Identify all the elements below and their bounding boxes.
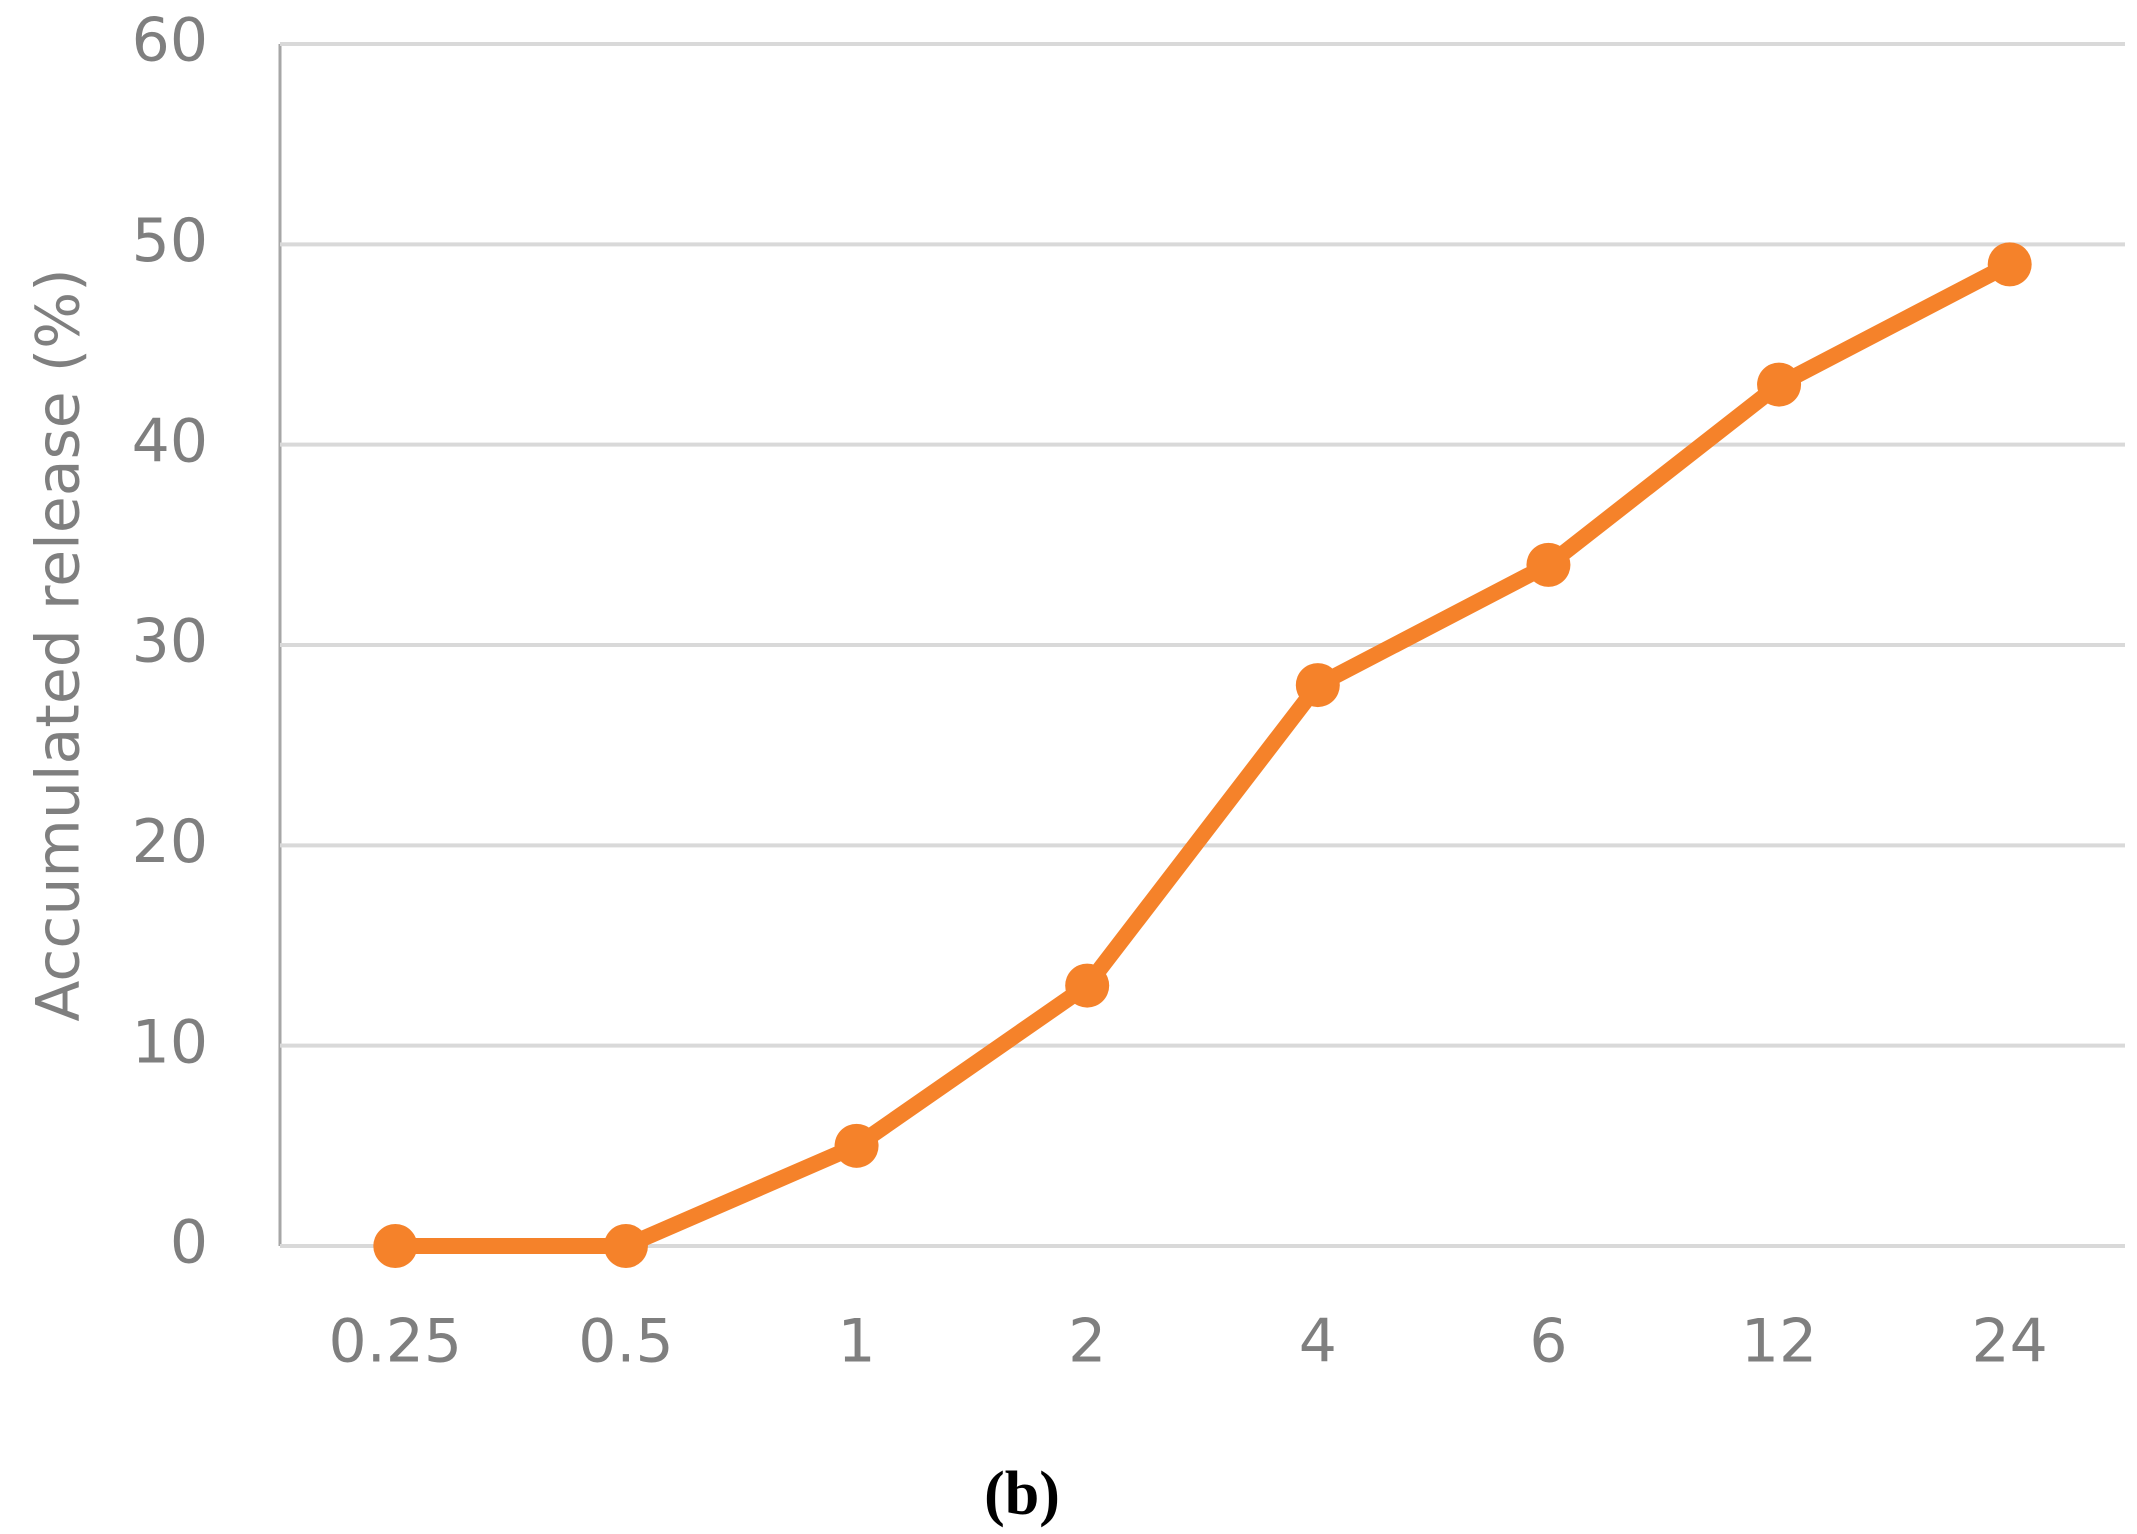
y-tick-label: 30 bbox=[132, 607, 208, 677]
marker bbox=[1987, 242, 2032, 287]
y-tick-label: 20 bbox=[132, 807, 208, 877]
caption: (b) bbox=[984, 1460, 1060, 1528]
x-tick-label: 1 bbox=[837, 1307, 875, 1377]
y-tick-label: 50 bbox=[132, 206, 208, 276]
marker bbox=[1065, 963, 1110, 1008]
marker bbox=[603, 1224, 648, 1268]
y-tick-label: 60 bbox=[132, 6, 208, 76]
marker bbox=[834, 1123, 879, 1168]
marker bbox=[373, 1224, 418, 1268]
marker bbox=[1757, 362, 1802, 407]
marker bbox=[1526, 542, 1571, 587]
y-tick-label: 0 bbox=[170, 1208, 208, 1278]
line bbox=[395, 257, 2014, 1254]
x-tick-label: 12 bbox=[1741, 1307, 1817, 1377]
y-axis-title: Accumulated release (%) bbox=[24, 268, 94, 1021]
x-tick-label: 4 bbox=[1299, 1307, 1337, 1377]
x-tick-label: 0.25 bbox=[329, 1307, 463, 1377]
x-tick-label: 24 bbox=[1972, 1307, 2048, 1377]
y-tick-label: 10 bbox=[132, 1007, 208, 1077]
x-tick-label: 2 bbox=[1068, 1307, 1106, 1377]
y-tick-label: 40 bbox=[132, 406, 208, 476]
x-tick-label: 6 bbox=[1529, 1307, 1567, 1377]
x-tick-label: 0.5 bbox=[578, 1307, 673, 1377]
marker bbox=[1295, 663, 1340, 708]
